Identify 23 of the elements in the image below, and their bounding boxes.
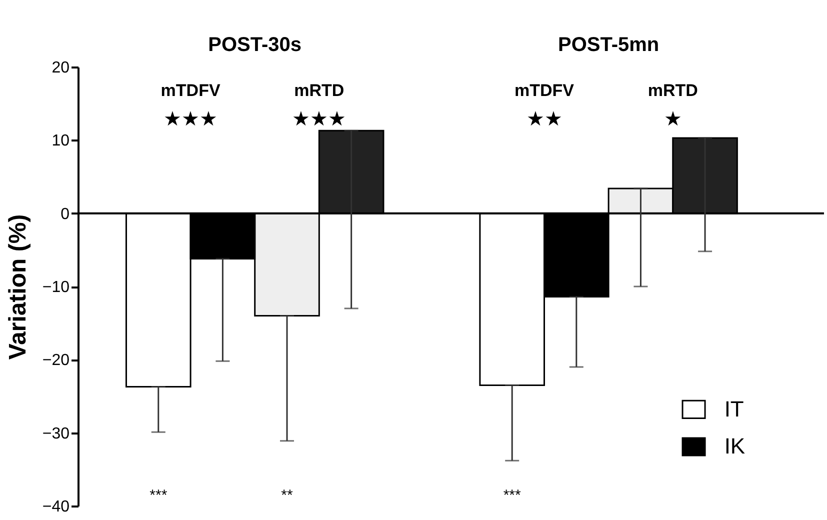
legend-label: IK bbox=[724, 434, 746, 459]
legend-label: IT bbox=[724, 396, 744, 422]
text: POST-5mn bbox=[558, 34, 660, 56]
annotation: ★★★ bbox=[164, 108, 218, 131]
text: POST-30s bbox=[208, 34, 302, 56]
y-tick-label: −20 bbox=[42, 352, 70, 370]
x-tick-label: mRTD bbox=[294, 81, 344, 100]
y-tick-label: −10 bbox=[42, 279, 70, 296]
y-tick-label: −30 bbox=[42, 425, 70, 442]
y-tick-label: 0 bbox=[60, 206, 70, 223]
annotation: ** bbox=[281, 487, 293, 504]
annotation: ★★ bbox=[526, 108, 562, 131]
y-tick-label: 10 bbox=[52, 132, 70, 150]
annotation: *** bbox=[503, 487, 522, 504]
annotation: ★★★ bbox=[292, 108, 346, 131]
annotation: *** bbox=[150, 487, 168, 504]
x-tick-label: mTDFV bbox=[160, 81, 221, 100]
y-tick-label: 20 bbox=[52, 60, 70, 76]
x-tick-label: mTDFV bbox=[514, 81, 575, 100]
x-tick-label: mRTD bbox=[648, 81, 698, 100]
y-tick-label: −40 bbox=[42, 498, 70, 516]
y-axis-title: Variation (%) bbox=[4, 214, 32, 360]
annotation: ★ bbox=[664, 108, 682, 131]
